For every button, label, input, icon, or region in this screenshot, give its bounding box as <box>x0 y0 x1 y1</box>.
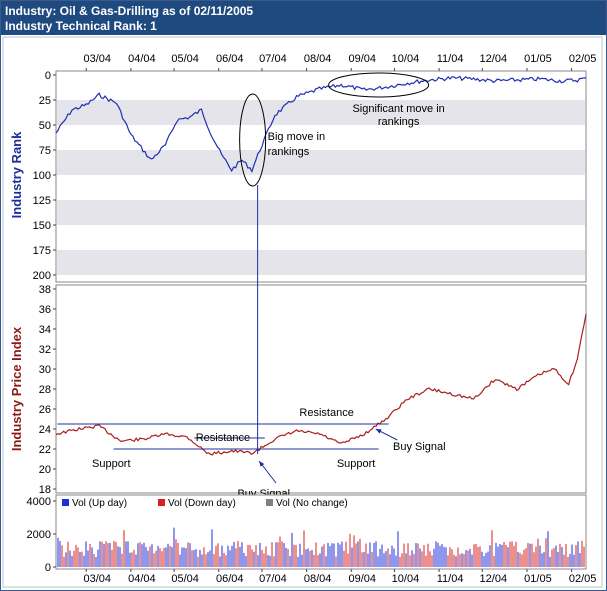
rank-axis-title: Industry Rank <box>9 131 24 218</box>
legend-swatch <box>266 499 273 506</box>
legend-swatch <box>158 499 165 506</box>
price-tick-label: 24 <box>39 424 51 436</box>
x-tick-label-bottom: 05/04 <box>171 573 199 585</box>
annotation-big-move: rankings <box>268 146 310 158</box>
x-tick-label-bottom: 03/04 <box>83 573 111 585</box>
rank-band <box>57 200 585 225</box>
x-tick-label-top: 08/04 <box>304 53 332 65</box>
annotation-support: Support <box>92 458 131 470</box>
buy-signal-arrow-head <box>375 429 382 434</box>
annotation-significant-move: rankings <box>378 116 420 128</box>
price-tick-label: 26 <box>39 404 51 416</box>
rank-band <box>57 250 585 275</box>
x-tick-label-top: 07/04 <box>259 53 287 65</box>
x-tick-label-bottom: 07/04 <box>259 573 287 585</box>
rank-tick-label: 150 <box>33 220 51 232</box>
rank-tick-label: 200 <box>33 270 51 282</box>
x-tick-label-bottom: 06/04 <box>216 573 244 585</box>
price-tick-label: 18 <box>39 484 51 496</box>
x-tick-label-bottom: 10/04 <box>392 573 420 585</box>
annotation-big-move: Big move in <box>268 131 325 143</box>
x-tick-label-top: 02/05 <box>569 53 597 65</box>
legend-label: Vol (Down day) <box>168 498 236 509</box>
x-tick-label-bottom: 08/04 <box>304 573 332 585</box>
x-tick-label-bottom: 11/04 <box>437 573 464 585</box>
price-tick-label: 36 <box>39 304 51 316</box>
legend-label: Vol (No change) <box>276 498 348 509</box>
price-plot-box <box>55 284 587 494</box>
volume-tick-label: 0 <box>45 562 51 574</box>
x-tick-label-top: 01/05 <box>524 53 552 65</box>
x-tick-label-top: 10/04 <box>392 53 420 65</box>
rank-band <box>57 150 585 175</box>
technical-rank: Industry Technical Rank: 1 <box>5 19 157 33</box>
annotation-buy-signal: Buy Signal <box>393 441 446 453</box>
rank-tick-label: 25 <box>39 95 51 107</box>
x-tick-label-top: 05/04 <box>171 53 199 65</box>
rank-tick-label: 50 <box>39 120 51 132</box>
rank-tick-label: 100 <box>33 170 51 182</box>
annotation-resistance: Resistance <box>196 432 250 444</box>
annotation-support: Support <box>337 458 376 470</box>
x-tick-label-bottom: 04/04 <box>128 573 156 585</box>
significant-move-ellipse <box>328 72 430 98</box>
price-axis-title: Industry Price Index <box>9 326 24 451</box>
price-tick-label: 28 <box>39 384 51 396</box>
big-move-ellipse <box>239 93 267 187</box>
rank-series-line <box>55 75 587 174</box>
x-tick-label-top: 03/04 <box>83 53 111 65</box>
x-tick-label-top: 12/04 <box>480 53 508 65</box>
price-tick-label: 38 <box>39 284 51 296</box>
volume-tick-label: 2000 <box>27 529 51 541</box>
x-tick-label-bottom: 01/05 <box>524 573 552 585</box>
legend-swatch <box>62 499 69 506</box>
x-tick-label-bottom: 12/04 <box>480 573 508 585</box>
x-tick-label-top: 11/04 <box>437 53 464 65</box>
x-tick-label-bottom: 02/05 <box>569 573 597 585</box>
chart-area: 03/04 04/04 05/04 06/04 07/04 08/04 09/04 10/04… <box>2 36 603 588</box>
rank-tick-label: 0 <box>45 70 51 82</box>
annotation-significant-move: Significant move in <box>352 103 444 115</box>
annotation-resistance: Resistance <box>299 407 353 419</box>
x-tick-label-bottom: 09/04 <box>348 573 376 585</box>
rank-tick-label: 75 <box>39 145 51 157</box>
price-tick-label: 22 <box>39 444 51 456</box>
x-tick-label-top: 04/04 <box>128 53 156 65</box>
price-tick-label: 34 <box>39 324 51 336</box>
chart-header: Industry: Oil & Gas-Drilling as of 02/11… <box>1 1 606 35</box>
rank-tick-label: 175 <box>33 245 51 257</box>
price-tick-label: 20 <box>39 464 51 476</box>
price-series-line <box>55 313 587 456</box>
chart-title: Industry: Oil & Gas-Drilling as of 02/11… <box>5 4 254 18</box>
volume-tick-label: 4000 <box>27 496 51 508</box>
price-tick-label: 32 <box>39 344 51 356</box>
rank-band <box>57 100 585 125</box>
x-tick-label-top: 09/04 <box>348 53 376 65</box>
x-tick-label-top: 06/04 <box>216 53 244 65</box>
rank-tick-label: 125 <box>33 195 51 207</box>
price-tick-label: 30 <box>39 364 51 376</box>
legend-label: Vol (Up day) <box>72 498 127 509</box>
buy-signal-arrow-head <box>259 461 265 467</box>
